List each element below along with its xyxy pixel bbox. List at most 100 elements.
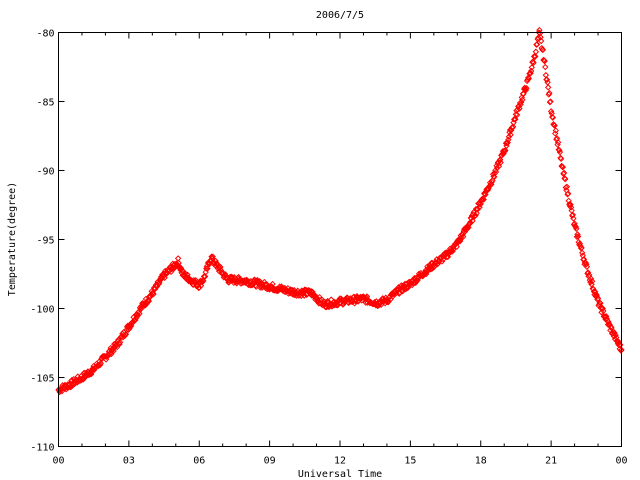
data-point [509, 123, 517, 130]
data-point [497, 159, 504, 166]
data-point [145, 297, 153, 305]
data-point [605, 318, 612, 326]
data-point [134, 312, 141, 319]
data-point [502, 147, 509, 154]
y-tick-label: -105 [30, 374, 54, 385]
x-tick-label: 21 [545, 456, 557, 467]
data-point [281, 288, 288, 295]
data-point [385, 298, 392, 305]
data-point [543, 76, 551, 83]
data-point [520, 90, 527, 98]
x-tick-label: 15 [404, 456, 416, 467]
data-point [521, 84, 528, 92]
data-point [593, 292, 601, 300]
data-point [561, 175, 569, 183]
data-point [567, 204, 575, 211]
data-point [170, 265, 178, 272]
data-point [62, 386, 70, 393]
axis-ticks: 00 03 06 09 12 15 18 21 00 -80 -85 -90 -95 -100 -105 -1… [30, 29, 627, 467]
data-point [217, 263, 224, 271]
data-point [142, 302, 149, 309]
data-point [456, 236, 463, 243]
data-point [530, 59, 537, 67]
data-point [512, 116, 519, 123]
data-point [403, 284, 410, 292]
data-point [523, 85, 530, 92]
data-point [486, 183, 493, 190]
y-tick-label: -85 [36, 98, 54, 109]
data-point [493, 164, 501, 172]
x-tick-label: 00 [615, 456, 627, 467]
data-points [55, 26, 625, 396]
data-point [174, 255, 182, 262]
data-point [587, 278, 594, 286]
data-point [556, 148, 564, 156]
data-point [190, 277, 198, 284]
data-point [572, 223, 579, 231]
data-point [184, 271, 191, 278]
data-point [492, 168, 500, 176]
data-point [567, 201, 574, 208]
data-point [533, 41, 541, 48]
data-point [525, 75, 533, 82]
data-point [599, 305, 606, 312]
data-point [480, 196, 487, 203]
data-point [458, 235, 465, 242]
data-point [590, 286, 597, 293]
data-point [537, 37, 545, 45]
data-point [449, 246, 457, 253]
data-point [611, 329, 618, 337]
data-point [583, 261, 590, 268]
data-point [200, 277, 207, 285]
data-point [97, 360, 104, 367]
data-point [110, 347, 117, 355]
data-point [113, 342, 120, 349]
data-point [261, 281, 269, 288]
y-tick-label: -95 [36, 236, 54, 247]
y-tick-label: -100 [30, 305, 54, 316]
x-tick-label: 03 [123, 456, 135, 467]
x-tick-label: 00 [52, 456, 64, 467]
data-point [466, 219, 474, 226]
data-point [600, 307, 607, 315]
data-point [564, 190, 572, 197]
data-point [201, 273, 209, 280]
data-point [569, 211, 577, 219]
data-point [556, 147, 563, 154]
data-point [547, 108, 555, 115]
data-point [594, 295, 602, 302]
data-point [542, 71, 550, 79]
data-point [491, 173, 498, 181]
data-point [559, 163, 567, 171]
data-point [482, 191, 489, 198]
data-point [588, 278, 596, 285]
data-point [136, 310, 143, 317]
data-point [583, 263, 591, 270]
data-point [408, 281, 416, 289]
data-point [612, 331, 619, 339]
x-axis-label: Universal Time [298, 469, 382, 480]
data-point [79, 376, 87, 383]
data-point [150, 290, 157, 298]
x-tick-label: 09 [264, 456, 276, 467]
data-point [544, 84, 552, 91]
data-point [557, 155, 565, 163]
data-point [67, 383, 75, 391]
data-point [574, 233, 582, 240]
data-point [563, 183, 571, 191]
data-point [293, 292, 300, 299]
data-point [109, 345, 117, 353]
data-point [554, 139, 562, 146]
data-point [499, 147, 507, 155]
data-point [392, 288, 399, 295]
data-point [528, 64, 535, 71]
data-point [477, 200, 484, 207]
data-point [560, 169, 568, 177]
data-point [598, 309, 605, 316]
data-point [153, 283, 161, 290]
x-tick-label: 12 [334, 456, 346, 467]
data-point [539, 46, 547, 54]
data-point [552, 127, 560, 134]
data-point [469, 217, 476, 225]
